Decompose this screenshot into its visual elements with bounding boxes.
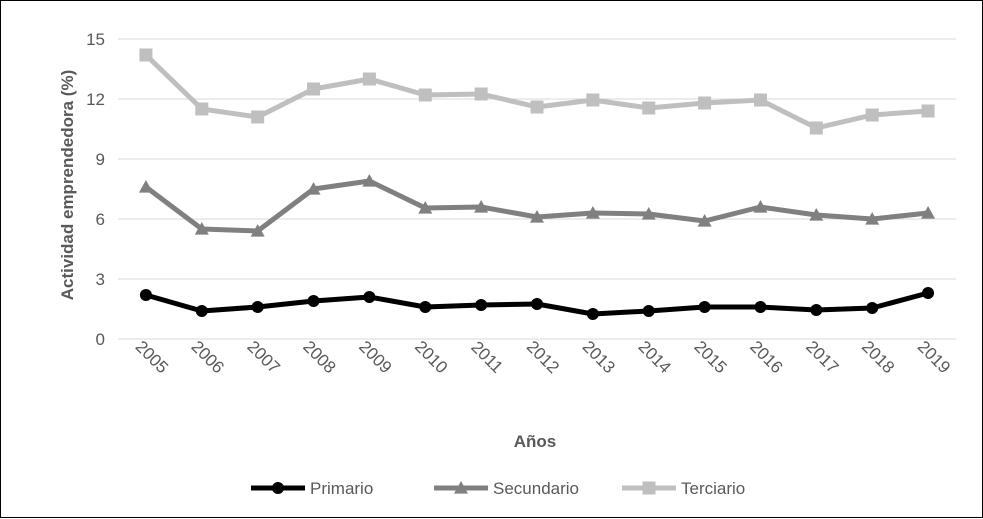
legend-label: Terciario [681, 479, 745, 498]
data-point [139, 289, 152, 301]
series-terciario [139, 48, 935, 135]
data-point [251, 110, 265, 124]
data-point [642, 101, 656, 115]
data-point [810, 304, 823, 316]
legend-label: Primario [310, 479, 373, 498]
data-point [362, 72, 376, 86]
data-point [866, 302, 879, 314]
series-primario [139, 287, 935, 320]
data-point [698, 301, 711, 313]
legend: Primario Secundario Terciario [251, 479, 745, 498]
x-tick-label: 2011 [467, 337, 506, 376]
data-point [195, 305, 208, 317]
x-tick-label: 2009 [355, 337, 395, 377]
data-point [865, 212, 880, 225]
data-point [250, 224, 265, 237]
data-point [530, 210, 544, 223]
data-point [530, 100, 544, 114]
series-secundario [138, 174, 936, 237]
legend-item-primario: Primario [251, 479, 373, 498]
data-point [642, 481, 656, 495]
data-point [586, 308, 599, 320]
data-point [753, 200, 768, 213]
legend-label: Secundario [493, 479, 579, 498]
data-point [272, 482, 284, 494]
y-tick-label: 6 [96, 210, 105, 229]
data-point [251, 301, 264, 313]
legend-item-secundario: Secundario [434, 479, 579, 498]
data-point [139, 48, 153, 62]
data-point [454, 481, 468, 494]
series-group [138, 48, 936, 320]
data-point [586, 93, 600, 107]
x-tick-label: 2014 [635, 337, 675, 377]
x-tick-label: 2019 [914, 337, 954, 377]
x-axis-ticks: 2005 2006 2007 2008 2009 2010 2011 2012 2013 2014… [132, 337, 954, 377]
x-tick-label: 2013 [579, 337, 619, 377]
y-tick-label: 0 [96, 330, 105, 349]
data-point [418, 88, 432, 102]
data-point [809, 208, 824, 221]
x-tick-label: 2008 [299, 337, 339, 377]
y-tick-label: 9 [96, 150, 105, 169]
data-point [865, 108, 879, 122]
data-point [921, 104, 935, 118]
gridlines [118, 38, 956, 340]
data-point [921, 206, 936, 219]
data-point [475, 299, 488, 311]
data-point [642, 305, 655, 317]
data-point [419, 301, 432, 313]
x-tick-label: 2018 [858, 337, 898, 377]
data-point [306, 182, 321, 195]
x-tick-label: 2017 [802, 337, 842, 377]
x-tick-label: 2012 [523, 337, 563, 377]
y-tick-label: 3 [96, 270, 105, 289]
x-tick-label: 2010 [411, 337, 451, 377]
data-point [641, 207, 656, 220]
x-tick-label: 2005 [132, 337, 172, 377]
y-tick-label: 12 [86, 90, 105, 109]
x-tick-label: 2007 [243, 337, 283, 377]
y-tick-label: 15 [86, 30, 105, 49]
data-point [754, 301, 767, 313]
x-axis-title: Años [514, 432, 557, 451]
y-axis-title: Actividad emprendedora (%) [58, 70, 77, 301]
data-point [531, 298, 543, 310]
data-point [195, 102, 209, 116]
data-point [418, 201, 433, 214]
data-point [307, 82, 321, 96]
data-point [138, 180, 153, 193]
data-point [753, 93, 767, 107]
data-point [194, 222, 209, 235]
data-point [363, 291, 376, 303]
x-tick-label: 2006 [188, 337, 228, 377]
data-point [474, 200, 489, 213]
data-point [362, 174, 377, 187]
series-line [144, 178, 929, 234]
x-tick-label: 2015 [690, 337, 730, 377]
legend-item-terciario: Terciario [622, 479, 745, 498]
data-point [922, 287, 935, 299]
data-point [698, 96, 712, 110]
x-tick-label: 2016 [746, 337, 786, 377]
y-axis-ticks: 0 3 6 9 12 15 [86, 30, 105, 349]
data-point [474, 87, 488, 101]
data-point [809, 121, 823, 135]
data-point [697, 214, 712, 227]
data-point [585, 206, 600, 219]
data-point [307, 295, 320, 307]
